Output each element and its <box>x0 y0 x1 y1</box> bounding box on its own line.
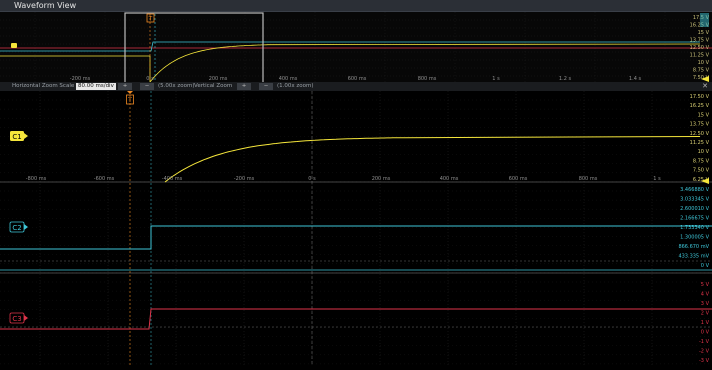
overview-time-label: 400 ms <box>279 76 298 82</box>
overview-panel[interactable]: T -200 ms 0 s 200 ms 400 ms 600 ms 800 ms 1 s 1… <box>0 12 712 86</box>
vertical-zoom-out-button[interactable]: − <box>259 83 273 90</box>
c3-volt-label: -1 V <box>699 339 710 345</box>
c2-volt-label: 1.300005 V <box>680 235 709 241</box>
c3-badge: C3 <box>9 312 28 324</box>
vertical-zoom-label: Vertical Zoom <box>194 83 233 89</box>
overview-c2-trace <box>0 41 700 52</box>
vertical-zoom-in-button[interactable]: + <box>237 83 251 90</box>
c1-volt-label: 17.50 V <box>690 94 710 100</box>
c1-volt-label: 8.75 V <box>693 158 710 164</box>
close-zoom-icon[interactable]: ✕ <box>702 82 708 90</box>
zoomed-waveform-area[interactable]: T C1 C2 C3 -800 ms -600 ms -400 ms -200 ms 0… <box>0 91 712 366</box>
window-titlebar: Waveform View <box>0 0 712 12</box>
overview-c1-trace <box>0 43 701 84</box>
svg-text:T: T <box>127 96 132 104</box>
overview-level-marker <box>701 76 709 82</box>
c3-volt-label: -3 V <box>699 358 710 364</box>
horizontal-zoom-out-button[interactable]: − <box>140 83 154 90</box>
svg-text:C2: C2 <box>12 224 21 232</box>
overview-volt-label: 13.75 V <box>690 38 710 44</box>
time-axis-label: 600 ms <box>509 176 528 182</box>
overview-time-label: 1.2 s <box>559 76 572 82</box>
time-axis-label: -800 ms <box>26 176 47 182</box>
horizontal-zoom-scale-input[interactable]: 80.00 ms/div <box>76 83 116 90</box>
c1-volt-label: 16.25 V <box>690 103 710 109</box>
time-axis-label: 0 s <box>308 176 316 182</box>
c1-waveform <box>164 136 701 183</box>
c3-volt-label: 4 V <box>701 292 710 298</box>
overview-time-label: 600 ms <box>348 76 367 82</box>
zoomed-waveforms: T C1 C2 C3 -800 ms -600 ms -400 ms -200 ms 0… <box>0 91 712 366</box>
time-axis-label: -400 ms <box>162 176 183 182</box>
c2-volt-label: 0 V <box>701 263 710 269</box>
overview-trigger-marker: T <box>146 13 155 23</box>
c2-volt-label: 2.600010 V <box>680 206 709 212</box>
c1-volt-label: 15 V <box>698 112 710 118</box>
trigger-marker: T <box>126 91 134 105</box>
c2-badge: C2 <box>9 221 28 233</box>
time-axis-label: 800 ms <box>579 176 598 182</box>
overview-volt-label: 7.50 V <box>693 75 710 81</box>
time-axis-label: 1 s <box>653 176 661 182</box>
svg-text:C3: C3 <box>12 315 21 323</box>
c2-volt-label: 3.466880 V <box>680 187 709 193</box>
overview-volt-label: 15 V <box>698 30 710 36</box>
c1-volt-label: 11.25 V <box>690 140 710 146</box>
overview-time-label: 200 ms <box>209 76 228 82</box>
c3-volt-label: 1 V <box>701 320 710 326</box>
overview-waveform: T -200 ms 0 s 200 ms 400 ms 600 ms 800 ms 1 s 1… <box>0 12 712 86</box>
horizontal-zoom-label: Horizontal Zoom Scale <box>12 83 75 89</box>
overview-time-label: 1.4 s <box>629 76 642 82</box>
overview-c1-marker <box>11 43 17 48</box>
overview-scroll-handle <box>700 13 709 27</box>
c3-volt-label: 0 V <box>701 330 710 336</box>
c2-volt-label: 2.166675 V <box>680 216 709 222</box>
horizontal-zoom-in-button[interactable]: + <box>118 83 132 90</box>
c1-volt-label: 13.75 V <box>690 122 710 128</box>
horizontal-zoom-factor: (5.00x zoom) <box>158 83 195 89</box>
overview-volt-label: 10 V <box>698 60 710 66</box>
time-axis-label: 200 ms <box>372 176 391 182</box>
c3-volt-label: 5 V <box>701 282 710 288</box>
overview-time-label: -200 ms <box>70 76 91 82</box>
c3-volt-label: 2 V <box>701 311 710 317</box>
time-axis-label: -200 ms <box>234 176 255 182</box>
overview-volt-label: 8.75 V <box>693 68 710 74</box>
c3-waveform <box>0 308 712 330</box>
c1-volt-label: 7.50 V <box>693 168 710 174</box>
time-axis-label: 400 ms <box>440 176 459 182</box>
zoom-control-bar: Horizontal Zoom Scale 80.00 ms/div + − (… <box>0 82 712 91</box>
c1-badge: C1 <box>10 131 28 141</box>
overview-time-label: 0 s <box>146 76 154 82</box>
c1-volt-label: 12.50 V <box>690 131 710 137</box>
vertical-zoom-factor: (1.00x zoom) <box>277 83 314 89</box>
svg-text:T: T <box>148 16 153 23</box>
c1-level-marker <box>701 178 709 184</box>
svg-text:C1: C1 <box>12 133 21 141</box>
time-axis-label: -600 ms <box>94 176 115 182</box>
c3-volt-label: -2 V <box>699 349 710 355</box>
c2-volt-label: 433.335 mV <box>678 254 709 260</box>
overview-volt-label: 12.50 V <box>690 45 710 51</box>
overview-volt-label: 16.25 V <box>690 23 710 29</box>
c1-volt-label: 10 V <box>698 149 710 155</box>
c2-volt-label: 866.670 mV <box>678 244 709 250</box>
overview-time-label: 800 ms <box>418 76 437 82</box>
overview-time-label: 1 s <box>492 76 500 82</box>
overview-volt-label: 11.25 V <box>690 53 710 59</box>
c2-waveform <box>0 225 712 250</box>
c1-volt-label: 6.25 V <box>693 177 710 183</box>
c2-volt-label: 1.733340 V <box>680 225 709 231</box>
window-title: Waveform View <box>14 1 77 10</box>
c2-volt-label: 3.033345 V <box>680 197 709 203</box>
c3-volt-label: 3 V <box>701 301 710 307</box>
